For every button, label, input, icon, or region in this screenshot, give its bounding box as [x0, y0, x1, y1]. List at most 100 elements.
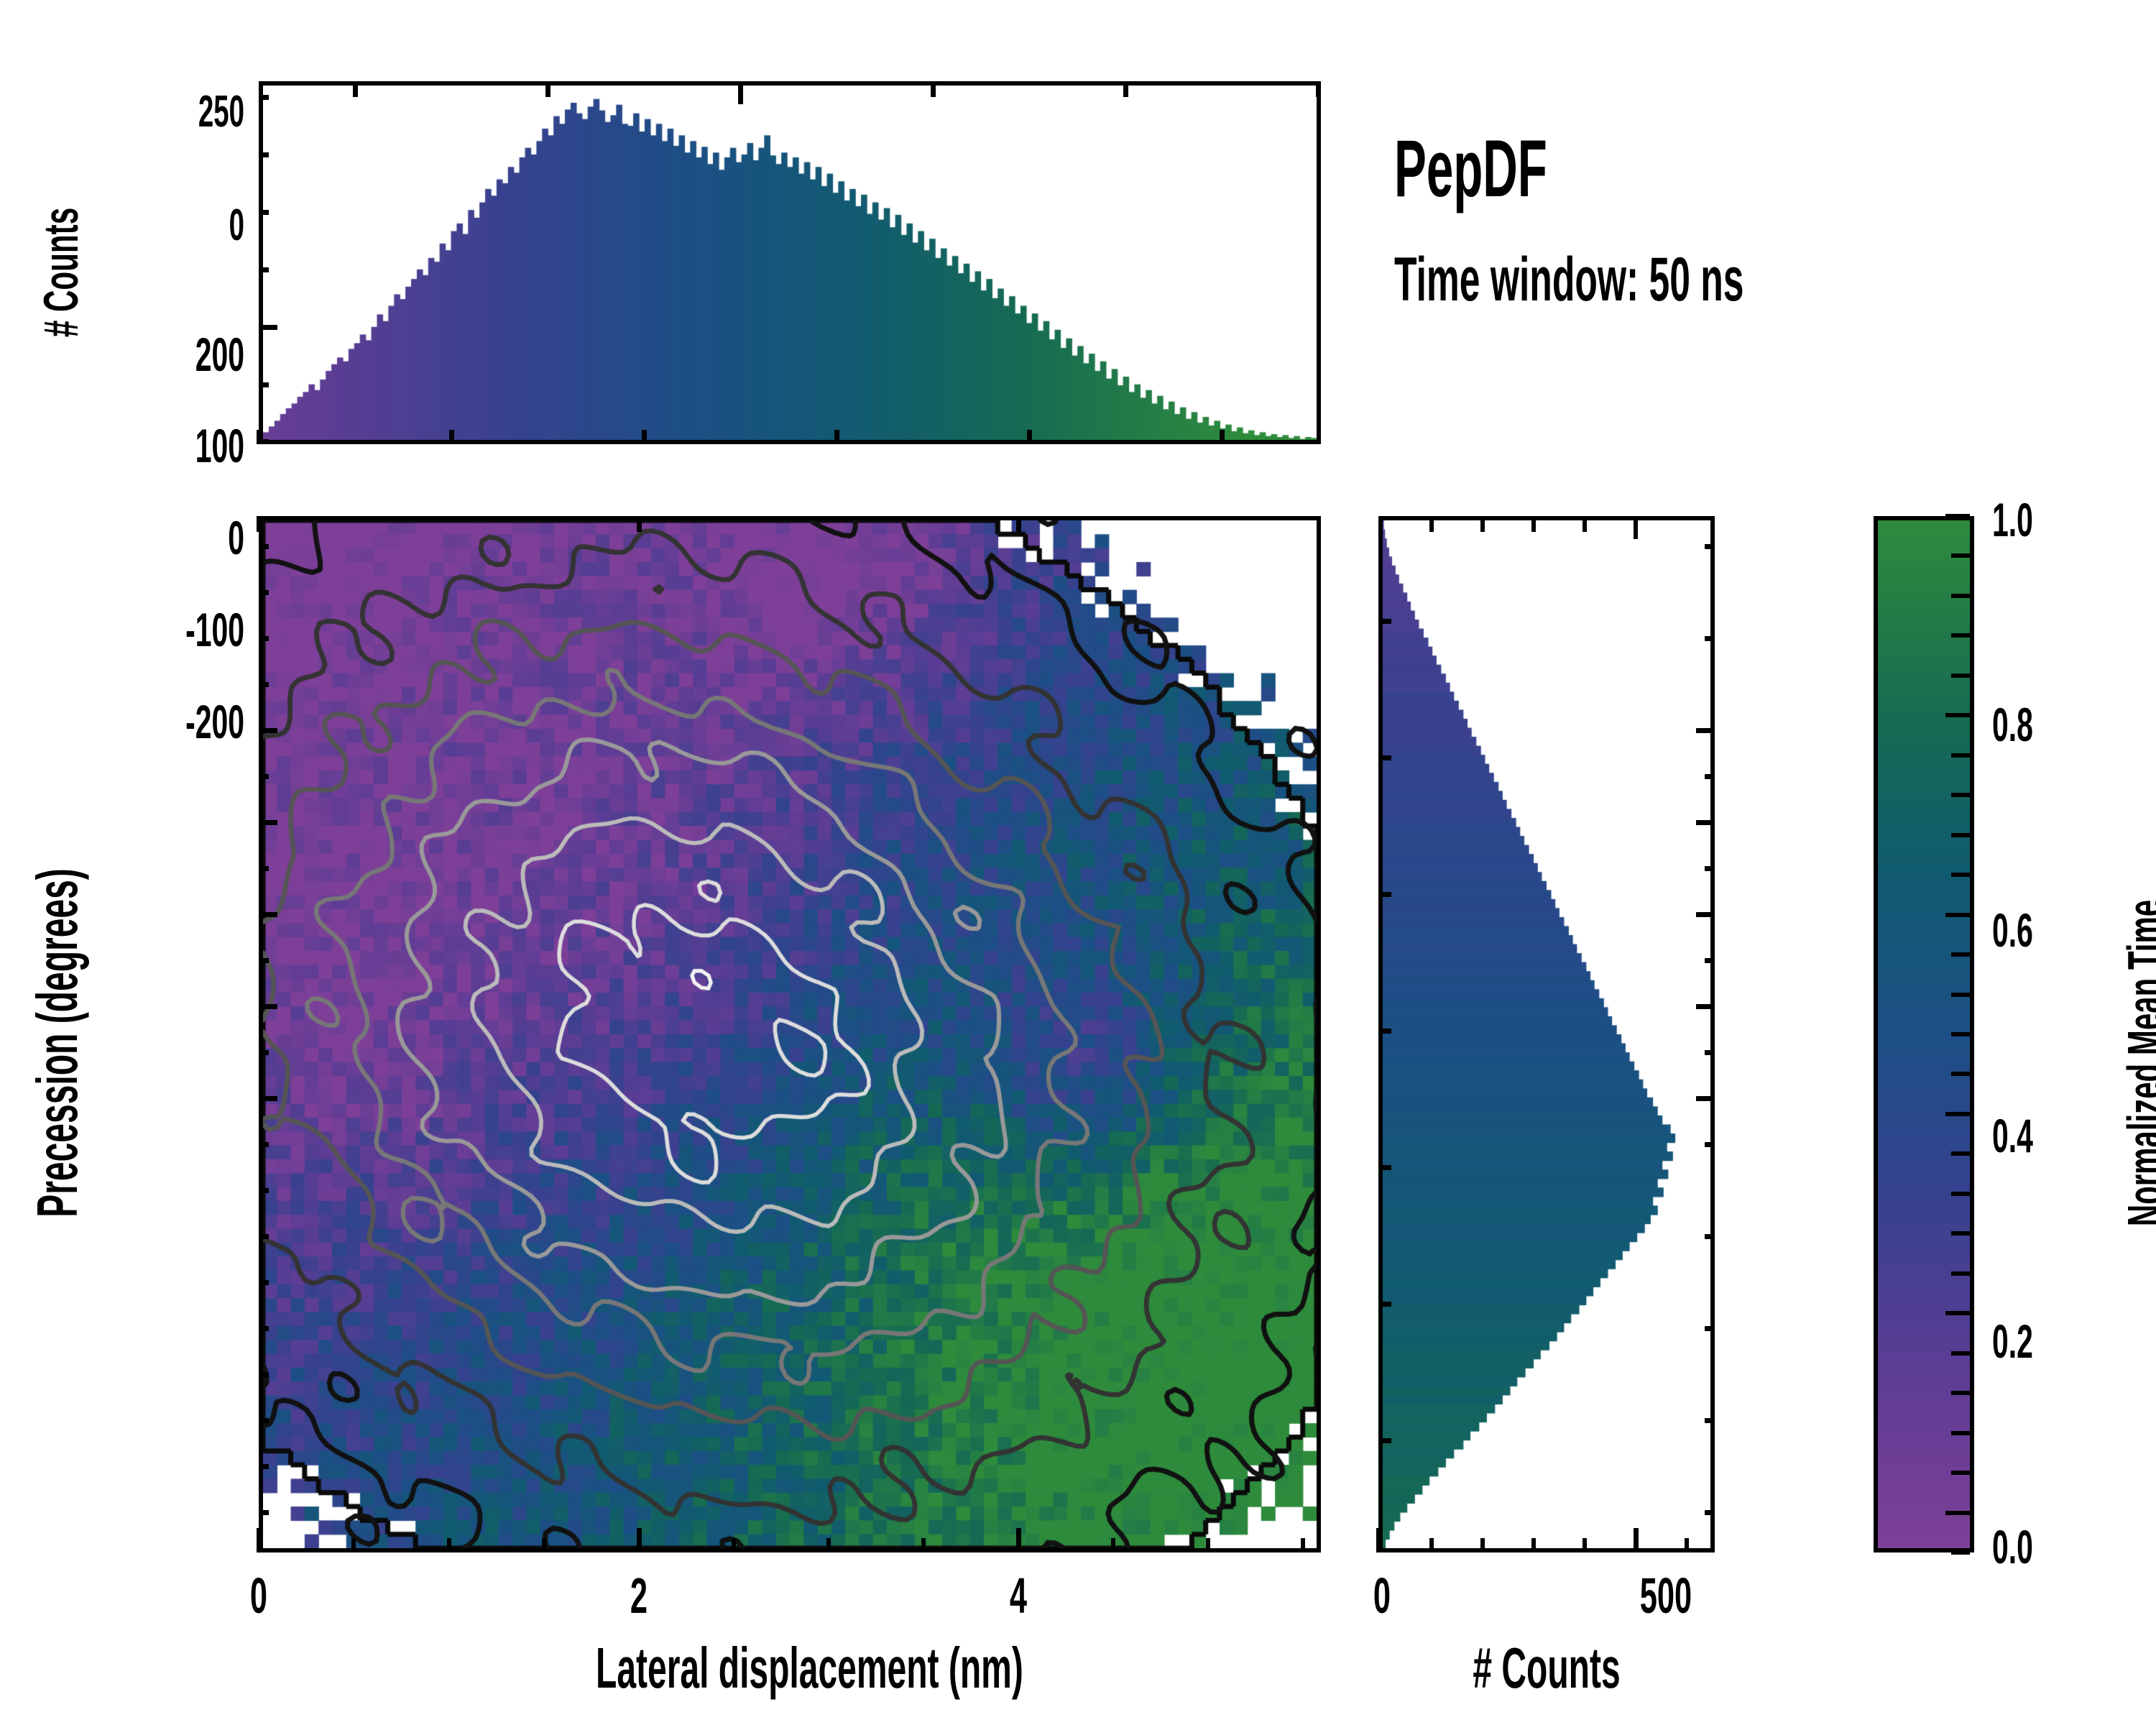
- right-hist-ytick-minor: [1705, 1326, 1715, 1331]
- right-hist-lefttick: [1378, 892, 1391, 897]
- colorbar-tick-minor: [1951, 793, 1970, 797]
- right-hist-xtick-top: [1429, 516, 1434, 532]
- main-ytick-mark-neg100: [259, 1004, 277, 1009]
- top-hist-ytick-minor: [259, 267, 269, 272]
- right-hist-lefttick: [1378, 1302, 1391, 1307]
- right-hist-ytick-minor: [1705, 636, 1715, 641]
- main-xtick-mark-0: [257, 1528, 262, 1552]
- top-hist-xtick-mark: [257, 430, 262, 444]
- main-ytick-mark-0: [259, 912, 277, 917]
- colorbar-tick-minor: [1951, 594, 1970, 598]
- main-ytick-minor: [259, 636, 269, 641]
- right-hist-lefttick: [1378, 1029, 1391, 1034]
- colorbar-tick-0p6: 0.6: [1992, 903, 2033, 957]
- top-hist-toptick: [1123, 81, 1128, 97]
- main-xtick-mark-2: [637, 1528, 642, 1552]
- top-hist-toptick: [738, 81, 743, 104]
- top-hist-ytick-0: 0: [229, 201, 244, 250]
- colorbar-tick-minor: [1951, 1271, 1970, 1276]
- right-hist-ytick: [1696, 912, 1715, 917]
- right-hist-xtick-top: [1583, 516, 1587, 532]
- top-hist-xtick-mark: [1220, 430, 1225, 444]
- right-hist-xtick-mark-500: [1634, 1528, 1639, 1552]
- right-histogram-canvas: [1383, 520, 1710, 1548]
- main-ytick-minor: [259, 774, 269, 779]
- main-ytick-minor: [259, 1050, 269, 1055]
- top-hist-ytick-250: 250: [198, 87, 244, 137]
- page-title: PepDF: [1394, 124, 1547, 213]
- top-hist-toptick: [1316, 81, 1321, 97]
- top-hist-xtick-mark: [1027, 430, 1032, 444]
- right-hist-xtick-top: [1634, 516, 1638, 539]
- right-hist-ytick-minor: [1705, 958, 1715, 963]
- main-xtick-minor: [351, 1538, 356, 1552]
- main-xtick-top: [1016, 516, 1021, 532]
- main-ytick-100: 100: [195, 419, 244, 472]
- colorbar-tick-minor: [1951, 1550, 1970, 1555]
- colorbar-tick-major: [1945, 1311, 1970, 1315]
- main-ytick-minor: [259, 866, 269, 871]
- colorbar-tick-minor: [1951, 873, 1970, 877]
- colorbar-tick-minor: [1951, 673, 1970, 678]
- colorbar-tick-minor: [1951, 1351, 1970, 1356]
- colorbar-tick-minor: [1951, 553, 1970, 558]
- top-histogram-canvas: [263, 86, 1317, 440]
- top-hist-ytick-minor: [259, 210, 269, 215]
- main-xtick-top: [257, 516, 262, 532]
- colorbar-tick-minor: [1951, 1151, 1970, 1156]
- main-xtick-minor: [1206, 1538, 1210, 1552]
- right-hist-xtick-0: 0: [1373, 1568, 1391, 1624]
- colorbar-tick-minor: [1951, 1431, 1970, 1435]
- main-ylabel: Precession (degrees): [25, 868, 89, 1218]
- right-hist-ytick-minor: [1705, 774, 1715, 779]
- right-hist-xtick-minor: [1531, 1538, 1536, 1552]
- colorbar-tick-0p2: 0.2: [1992, 1315, 2033, 1368]
- right-hist-ytick-minor: [1705, 1142, 1715, 1147]
- right-hist-xtick-top: [1480, 516, 1485, 532]
- right-hist-ytick-minor: [1705, 1510, 1715, 1515]
- colorbar-tick-major: [1945, 514, 1970, 518]
- colorbar-tick-major: [1945, 913, 1970, 917]
- top-histogram-panel: [259, 81, 1321, 444]
- main-xtick-minor: [1111, 1538, 1115, 1552]
- right-hist-xtick-minor: [1480, 1538, 1485, 1552]
- main-xtick-2: 2: [630, 1568, 648, 1624]
- top-hist-ylabel: # Counts: [34, 207, 88, 338]
- right-hist-ytick: [1696, 820, 1715, 825]
- main-xlabel: Lateral displacement (nm): [596, 1636, 1023, 1700]
- colorbar-tick-minor: [1951, 753, 1970, 758]
- main-xtick-minor: [921, 1538, 926, 1552]
- colorbar-tick-0p0: 0.0: [1992, 1520, 2033, 1573]
- main-ytick-mark-100: [259, 820, 277, 825]
- top-hist-ytick-mark-250: [259, 325, 277, 330]
- right-hist-ytick: [1696, 1004, 1715, 1009]
- main-ytick-neg100: -100: [185, 603, 244, 656]
- main-xtick-4: 4: [1009, 1568, 1028, 1624]
- main-ytick-minor: [259, 1372, 269, 1377]
- main-xtick-mark-4: [1016, 1528, 1021, 1552]
- colorbar-tick-minor: [1951, 1192, 1970, 1196]
- colorbar-tick-minor: [1951, 952, 1970, 957]
- colorbar-label: Normalized Mean Time: [2117, 899, 2156, 1227]
- main-ytick-minor: [259, 958, 269, 963]
- top-hist-xtick-mark: [449, 430, 454, 444]
- main-ytick-mark-200: [259, 728, 277, 733]
- main-ytick-200: 200: [195, 328, 244, 381]
- main-ytick-minor: [259, 1234, 269, 1239]
- top-hist-ytick-mark-0: [259, 439, 269, 444]
- main-xtick-minor: [826, 1538, 831, 1552]
- colorbar-tick-minor: [1951, 1471, 1970, 1475]
- top-hist-ytick-minor: [259, 382, 269, 387]
- right-hist-xlabel: # Counts: [1473, 1636, 1621, 1700]
- colorbar-tick-0p8: 0.8: [1992, 698, 2033, 751]
- page-subtitle: Time window: 50 ns: [1394, 245, 1744, 314]
- main-ytick-minor: [259, 1464, 269, 1469]
- top-hist-xtick-mark: [834, 430, 839, 444]
- main-ytick-minor: [259, 1510, 269, 1515]
- colorbar-tick-minor: [1951, 633, 1970, 638]
- main-ytick-minor: [259, 1188, 269, 1193]
- right-hist-lefttick: [1378, 755, 1391, 760]
- top-hist-toptick: [931, 81, 936, 97]
- main-ytick-minor: [259, 1418, 269, 1423]
- main-xtick-top: [637, 516, 642, 532]
